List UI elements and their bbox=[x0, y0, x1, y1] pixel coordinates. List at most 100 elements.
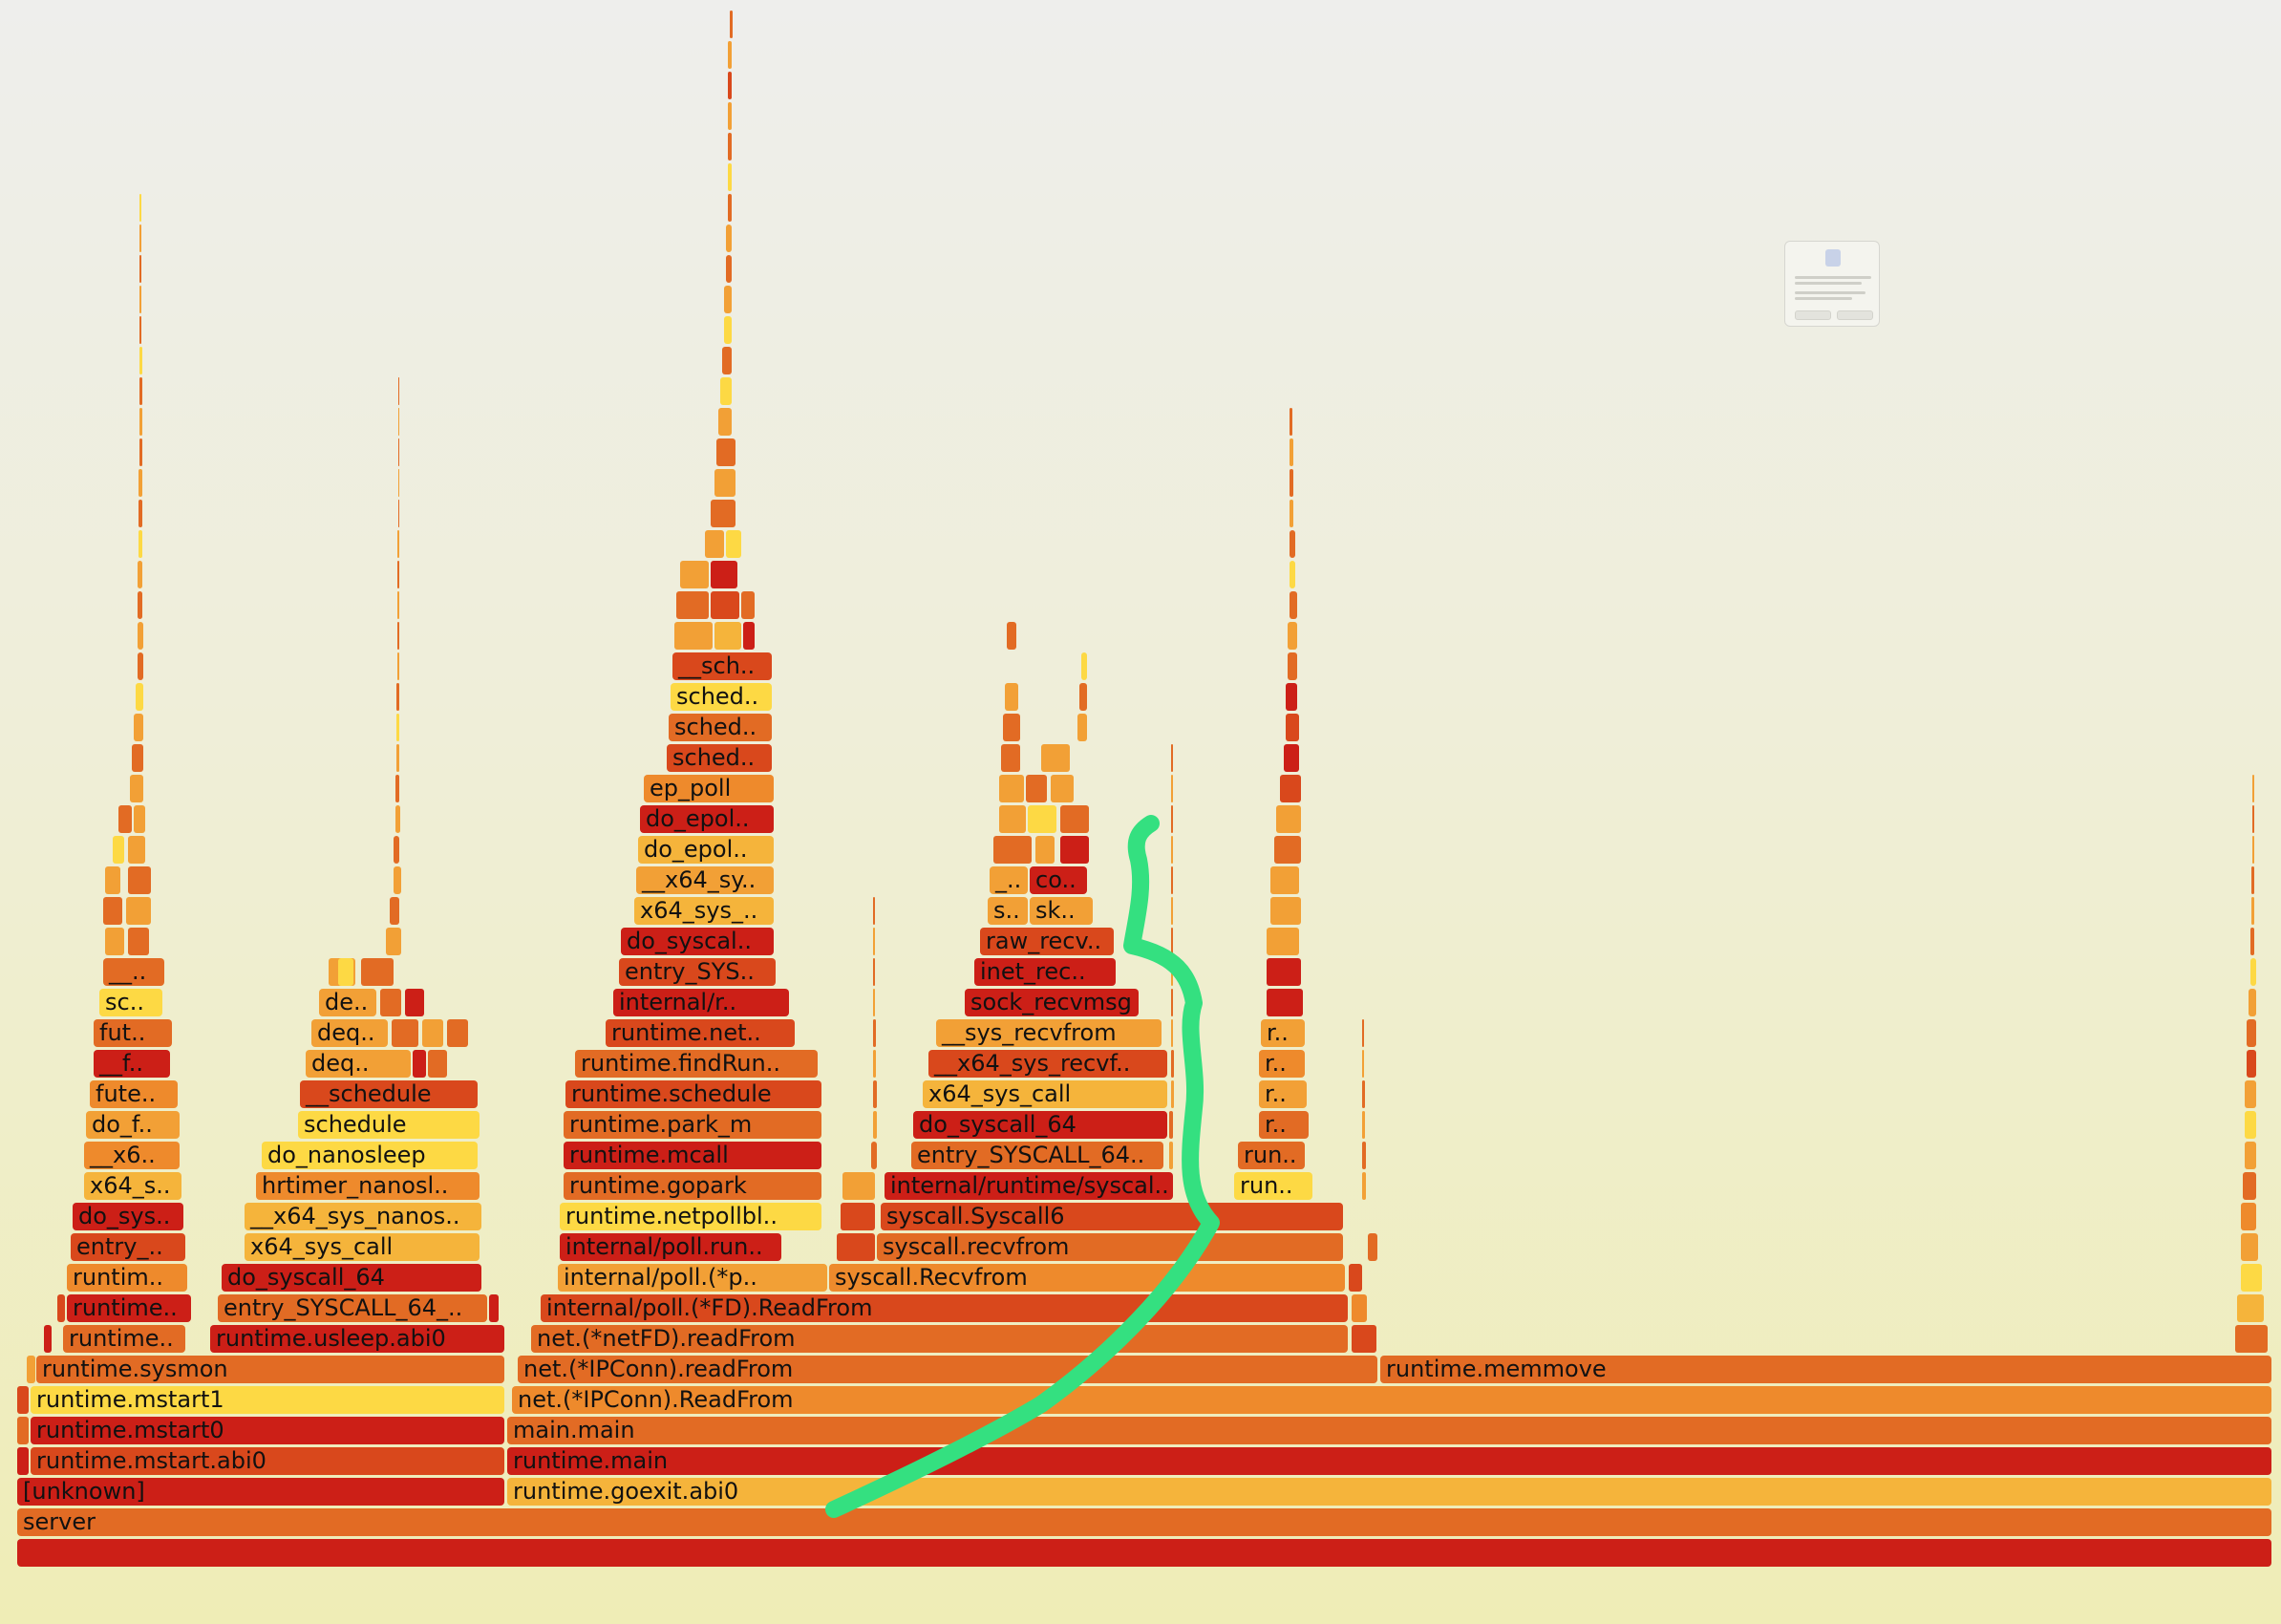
frame-sliver[interactable] bbox=[139, 347, 142, 374]
frame-sliver[interactable] bbox=[398, 438, 399, 466]
frame-sliver[interactable] bbox=[1362, 1080, 1365, 1108]
frame-deq2[interactable]: deq.. bbox=[311, 1019, 388, 1047]
frame-sliver[interactable] bbox=[1051, 775, 1074, 802]
frame-sock-recvmsg[interactable]: sock_recvmsg bbox=[965, 989, 1139, 1016]
frame-sliver[interactable] bbox=[428, 1050, 447, 1078]
frame-sliver[interactable] bbox=[1060, 805, 1089, 833]
frame-sliver[interactable] bbox=[728, 102, 732, 130]
frame-sliver[interactable] bbox=[1362, 1142, 1366, 1169]
frame-internal-poll-run[interactable]: internal/poll.run.. bbox=[560, 1233, 781, 1261]
frame-sliver[interactable] bbox=[1270, 897, 1301, 925]
frame-x64-sys-recvf[interactable]: __x64_sys_recvf.. bbox=[928, 1050, 1167, 1078]
frame-sliver[interactable] bbox=[2243, 1172, 2256, 1200]
frame-sliver[interactable] bbox=[380, 989, 401, 1016]
frame-runtim-l4[interactable]: runtim.. bbox=[67, 1264, 187, 1292]
frame-sliver[interactable] bbox=[1026, 775, 1047, 802]
notification-primary-button[interactable] bbox=[1837, 310, 1873, 320]
frame-sliver[interactable] bbox=[1276, 805, 1301, 833]
frame-sliver[interactable] bbox=[138, 561, 142, 588]
frame-sliver[interactable] bbox=[1290, 530, 1295, 558]
frame-sliver[interactable] bbox=[1007, 622, 1016, 650]
frame-sliver[interactable] bbox=[724, 316, 732, 344]
frame-sliver[interactable] bbox=[139, 438, 142, 466]
frame-raw-recv[interactable]: raw_recv.. bbox=[980, 928, 1114, 955]
frame-sliver[interactable] bbox=[2252, 775, 2254, 802]
frame-sliver[interactable] bbox=[489, 1294, 499, 1322]
frame-r-l12[interactable]: r.. bbox=[1261, 1019, 1305, 1047]
frame-sliver[interactable] bbox=[728, 194, 732, 222]
frame-sc[interactable]: sc.. bbox=[99, 989, 162, 1016]
frame-sliver[interactable] bbox=[17, 1447, 29, 1475]
frame-sliver[interactable] bbox=[2245, 1080, 2256, 1108]
frame-sliver[interactable] bbox=[1288, 622, 1297, 650]
frame-x64-sys-call-b[interactable]: x64_sys_call bbox=[923, 1080, 1167, 1108]
frame-sliver[interactable] bbox=[1267, 989, 1303, 1016]
frame-net-netfd-readfrom[interactable]: net.(*netFD).readFrom bbox=[531, 1325, 1348, 1353]
frame-sliver[interactable] bbox=[873, 928, 875, 955]
frame-r-l10[interactable]: r.. bbox=[1259, 1080, 1307, 1108]
frame-sliver[interactable] bbox=[363, 958, 376, 986]
frame-sch[interactable]: __sch.. bbox=[672, 652, 772, 680]
frame-sliver[interactable] bbox=[1280, 775, 1301, 802]
frame-sliver[interactable] bbox=[397, 561, 399, 588]
frame-x-schedule[interactable]: __schedule bbox=[300, 1080, 478, 1108]
frame-sliver[interactable] bbox=[1171, 897, 1173, 925]
frame-sliver[interactable] bbox=[139, 224, 141, 252]
frame-runtime-memmove[interactable]: runtime.memmove bbox=[1380, 1356, 2271, 1383]
frame-sliver[interactable] bbox=[2237, 1294, 2264, 1322]
frame-x64-sys-nanos[interactable]: __x64_sys_nanos.. bbox=[245, 1203, 481, 1230]
frame-sliver[interactable] bbox=[1274, 836, 1301, 864]
frame-de[interactable]: de.. bbox=[319, 989, 376, 1016]
frame-r-l9[interactable]: r.. bbox=[1259, 1111, 1309, 1139]
frame-sliver[interactable] bbox=[134, 805, 145, 833]
frame-sliver[interactable] bbox=[2241, 1203, 2256, 1230]
frame-sliver[interactable] bbox=[138, 591, 142, 619]
frame-sliver[interactable] bbox=[999, 805, 1026, 833]
frame-runtime-l3[interactable]: runtime.. bbox=[67, 1294, 191, 1322]
frame-sliver[interactable] bbox=[1003, 714, 1020, 741]
frame-sliver[interactable] bbox=[730, 11, 733, 38]
frame-sliver[interactable] bbox=[1171, 866, 1173, 894]
frame-runtime-findrun[interactable]: runtime.findRun.. bbox=[575, 1050, 818, 1078]
frame-sliver[interactable] bbox=[1035, 836, 1055, 864]
frame-sliver[interactable] bbox=[113, 836, 124, 864]
frame-sliver[interactable] bbox=[398, 377, 399, 405]
frame-x64-s-l7[interactable]: x64_s.. bbox=[84, 1172, 181, 1200]
frame-sliver[interactable] bbox=[873, 989, 875, 1016]
frame-sliver[interactable] bbox=[993, 836, 1032, 864]
frame-sliver[interactable] bbox=[676, 591, 709, 619]
frame-sliver[interactable] bbox=[139, 500, 142, 527]
frame-sliver[interactable] bbox=[1171, 805, 1173, 833]
frame-do-epol-b[interactable]: do_epol.. bbox=[640, 805, 774, 833]
frame-sliver[interactable] bbox=[873, 1111, 877, 1139]
frame-internal-runtime-syscal[interactable]: internal/runtime/syscal.. bbox=[885, 1172, 1173, 1200]
frame-sliver[interactable] bbox=[871, 1142, 877, 1169]
frame-sliver[interactable] bbox=[2249, 989, 2256, 1016]
frame-x64-sys-call-a[interactable]: x64_sys_call bbox=[245, 1233, 480, 1261]
frame-sliver[interactable] bbox=[714, 622, 741, 650]
frame-entry-syscall-64-b[interactable]: entry_SYSCALL_64.. bbox=[911, 1142, 1163, 1169]
frame-schedule[interactable]: schedule bbox=[298, 1111, 480, 1139]
frame-s-l16[interactable]: s.. bbox=[988, 897, 1028, 925]
frame-server[interactable]: server bbox=[17, 1508, 2271, 1536]
frame-unknown[interactable]: [unknown] bbox=[17, 1478, 504, 1506]
frame-runtime-mstart1[interactable]: runtime.mstart1 bbox=[31, 1386, 504, 1414]
frame-sliver[interactable] bbox=[1171, 1019, 1173, 1047]
frame-run-l7[interactable]: run.. bbox=[1234, 1172, 1312, 1200]
frame-sliver[interactable] bbox=[134, 714, 143, 741]
frame-sliver[interactable] bbox=[422, 1019, 443, 1047]
frame-sliver[interactable] bbox=[2247, 1019, 2256, 1047]
frame-sliver[interactable] bbox=[711, 500, 735, 527]
frame-sliver[interactable] bbox=[726, 530, 741, 558]
frame-sliver[interactable] bbox=[396, 683, 399, 711]
frame-do-sys-l6[interactable]: do_sys.. bbox=[73, 1203, 183, 1230]
frame-sliver[interactable] bbox=[726, 255, 732, 283]
frame-sliver[interactable] bbox=[1290, 408, 1292, 436]
frame-sliver[interactable] bbox=[1286, 683, 1297, 711]
frame-sliver[interactable] bbox=[397, 652, 399, 680]
frame-sys-recvfrom[interactable]: __sys_recvfrom bbox=[936, 1019, 1162, 1047]
frame-sched-c[interactable]: sched.. bbox=[671, 683, 772, 711]
frame-sliver[interactable] bbox=[2252, 805, 2254, 833]
frame-sliver[interactable] bbox=[397, 530, 399, 558]
frame-sliver[interactable] bbox=[1288, 652, 1297, 680]
